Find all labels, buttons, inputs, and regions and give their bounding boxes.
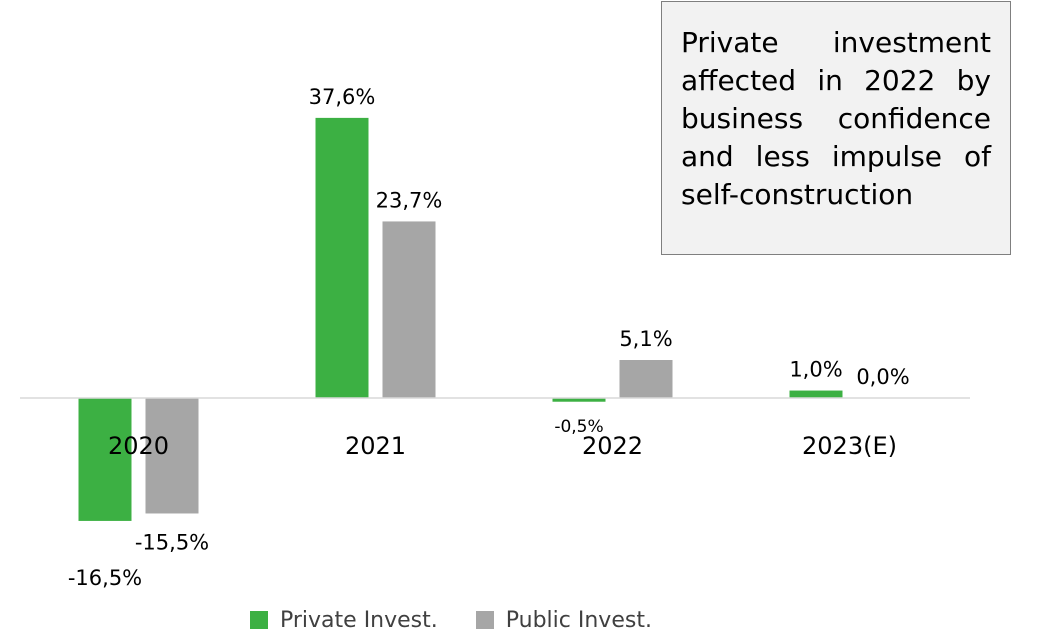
data-label-private-2022: -0,5% [554, 417, 603, 437]
data-label-public-2023e: 0,0% [856, 365, 909, 389]
data-labels-group: -16,5% -15,5% 37,6% 23,7% -0,5% 5,1% 1,0% 0,0% [68, 85, 910, 590]
bar-public-2020 [145, 398, 199, 514]
bars-group [78, 117, 843, 521]
data-label-private-2020: -16,5% [68, 566, 142, 590]
bar-private-2022 [552, 398, 606, 402]
bar-private-2023e [789, 390, 843, 398]
category-label-2020: 2020 [108, 432, 169, 460]
data-label-public-2022: 5,1% [619, 327, 672, 351]
bar-public-2021 [382, 221, 436, 398]
category-label-2023e: 2023(E) [802, 432, 897, 460]
legend-swatch-private [250, 611, 268, 629]
annotation-box: Private investment affected in 2022 by b… [661, 1, 1011, 255]
legend-label-public: Public Invest. [505, 607, 652, 633]
data-label-private-2023e: 1,0% [789, 358, 842, 382]
legend-item-public: Public Invest. [475, 607, 652, 633]
category-labels-group: 2020 2021 2022 2023(E) [108, 432, 897, 460]
bar-private-2021 [315, 117, 369, 398]
category-label-2022: 2022 [582, 432, 643, 460]
annotation-text: Private investment affected in 2022 by b… [681, 26, 991, 211]
legend-swatch-public [475, 611, 494, 629]
data-label-private-2021: 37,6% [309, 85, 376, 109]
category-label-2021: 2021 [345, 432, 406, 460]
legend-label-private: Private Invest. [280, 607, 438, 633]
legend-item-private: Private Invest. [250, 608, 438, 633]
data-label-public-2020: -15,5% [135, 530, 209, 554]
data-label-public-2021: 23,7% [376, 188, 443, 212]
bar-private-2020 [78, 398, 132, 521]
legend: Private Invest. Public Invest. [250, 605, 690, 635]
bar-public-2022 [619, 360, 673, 398]
